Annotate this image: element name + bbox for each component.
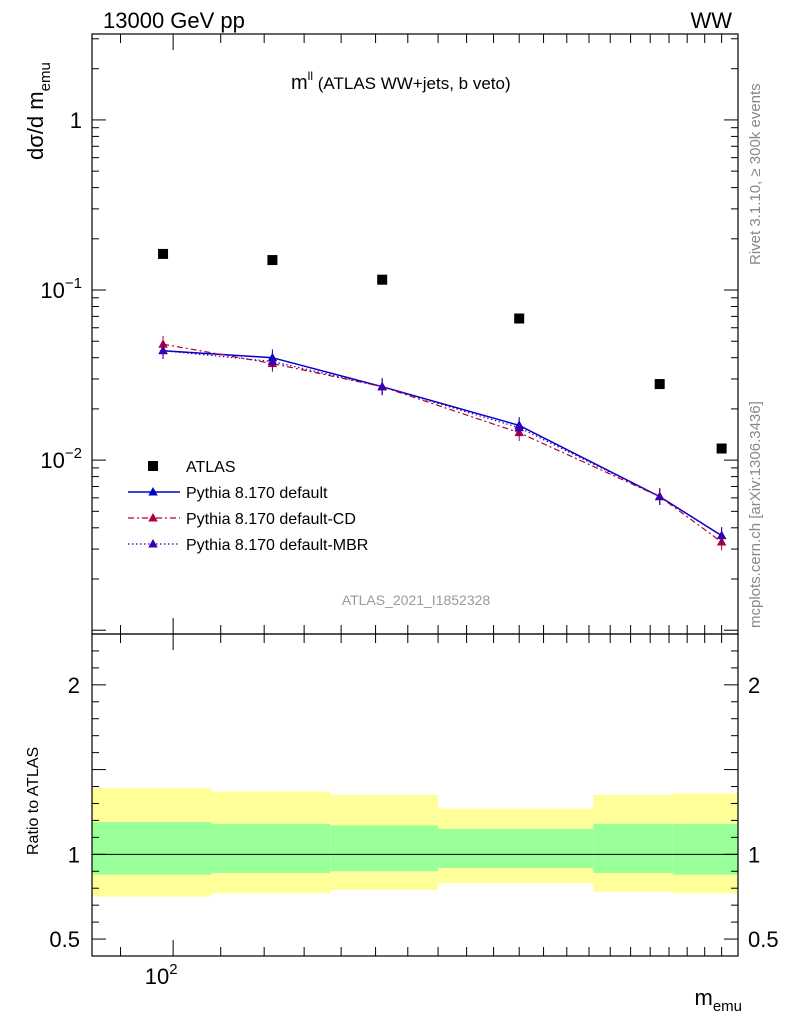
ratio-band-inner bbox=[672, 823, 738, 875]
series-line-1 bbox=[163, 349, 722, 537]
legend: ATLAS Pythia 8.170 default Pythia 8.170 de… bbox=[128, 459, 368, 554]
data-point-atlas bbox=[158, 248, 169, 259]
data-point-atlas bbox=[514, 313, 525, 324]
data-point-3 bbox=[716, 530, 727, 540]
ratio-y-tick-label-right: 1 bbox=[748, 842, 760, 867]
y-tick-label: 10−2 bbox=[40, 445, 82, 473]
series-line-2 bbox=[162, 343, 722, 543]
ratio-panel: 2 2 1 1 0.5 0.5 102 Ratio to ATLAS memu bbox=[25, 633, 779, 1015]
ratio-band-inner bbox=[211, 823, 331, 873]
side-text-rivet: Rivet 3.1.10, ≥ 300k events bbox=[747, 83, 764, 265]
data-point-atlas bbox=[716, 443, 727, 454]
ratio-band-inner bbox=[593, 823, 673, 873]
legend-label: Pythia 8.170 default-CD bbox=[186, 511, 356, 528]
main-panel: 1 10−1 10−2 mll (ATLAS WW+jets, b veto) dσ… bbox=[23, 33, 739, 635]
legend-label: ATLAS bbox=[186, 459, 236, 476]
data-point-3 bbox=[158, 345, 168, 355]
header-energy: 13000 GeV pp bbox=[103, 8, 245, 33]
legend-marker bbox=[148, 487, 158, 496]
series-line-3 bbox=[163, 350, 722, 537]
ratio-y-tick-label: 1 bbox=[68, 842, 80, 867]
x-tick-label: 102 bbox=[145, 961, 178, 989]
ratio-y-tick-label-right: 2 bbox=[748, 673, 760, 698]
ratio-y-tick-label: 0.5 bbox=[49, 927, 80, 952]
data-point-atlas bbox=[267, 255, 278, 266]
ratio-xlabel: memu bbox=[694, 985, 742, 1015]
data-point-atlas bbox=[377, 274, 388, 285]
main-ylabel: dσ/d memu bbox=[23, 62, 54, 160]
ratio-band-inner bbox=[330, 825, 439, 872]
data-point-3 bbox=[514, 422, 524, 432]
ratio-frame bbox=[91, 633, 739, 957]
legend-marker bbox=[148, 461, 158, 471]
legend-marker bbox=[148, 513, 158, 522]
ratio-y-tick-label-right: 0.5 bbox=[748, 927, 779, 952]
header-process: WW bbox=[690, 8, 732, 33]
ratio-y-tick-label: 2 bbox=[68, 673, 80, 698]
legend-marker bbox=[148, 539, 158, 548]
ratio-band-inner bbox=[92, 822, 212, 875]
side-text-mcplots: mcplots.cern.ch [arXiv:1306.3436] bbox=[747, 401, 764, 628]
y-tick-label: 1 bbox=[70, 108, 82, 133]
watermark: ATLAS_2021_I1852328 bbox=[342, 592, 491, 608]
ratio-ylabel: Ratio to ATLAS bbox=[25, 747, 42, 855]
main-title: mll (ATLAS WW+jets, b veto) bbox=[291, 69, 511, 94]
data-point-3 bbox=[377, 381, 387, 391]
legend-label: Pythia 8.170 default bbox=[186, 485, 328, 502]
y-tick-label: 10−1 bbox=[40, 275, 82, 303]
legend-label: Pythia 8.170 default-MBR bbox=[186, 537, 368, 554]
data-point-3 bbox=[267, 356, 278, 365]
ratio-band-inner bbox=[438, 828, 594, 868]
data-point-3 bbox=[654, 491, 665, 501]
data-point-atlas bbox=[654, 379, 665, 390]
